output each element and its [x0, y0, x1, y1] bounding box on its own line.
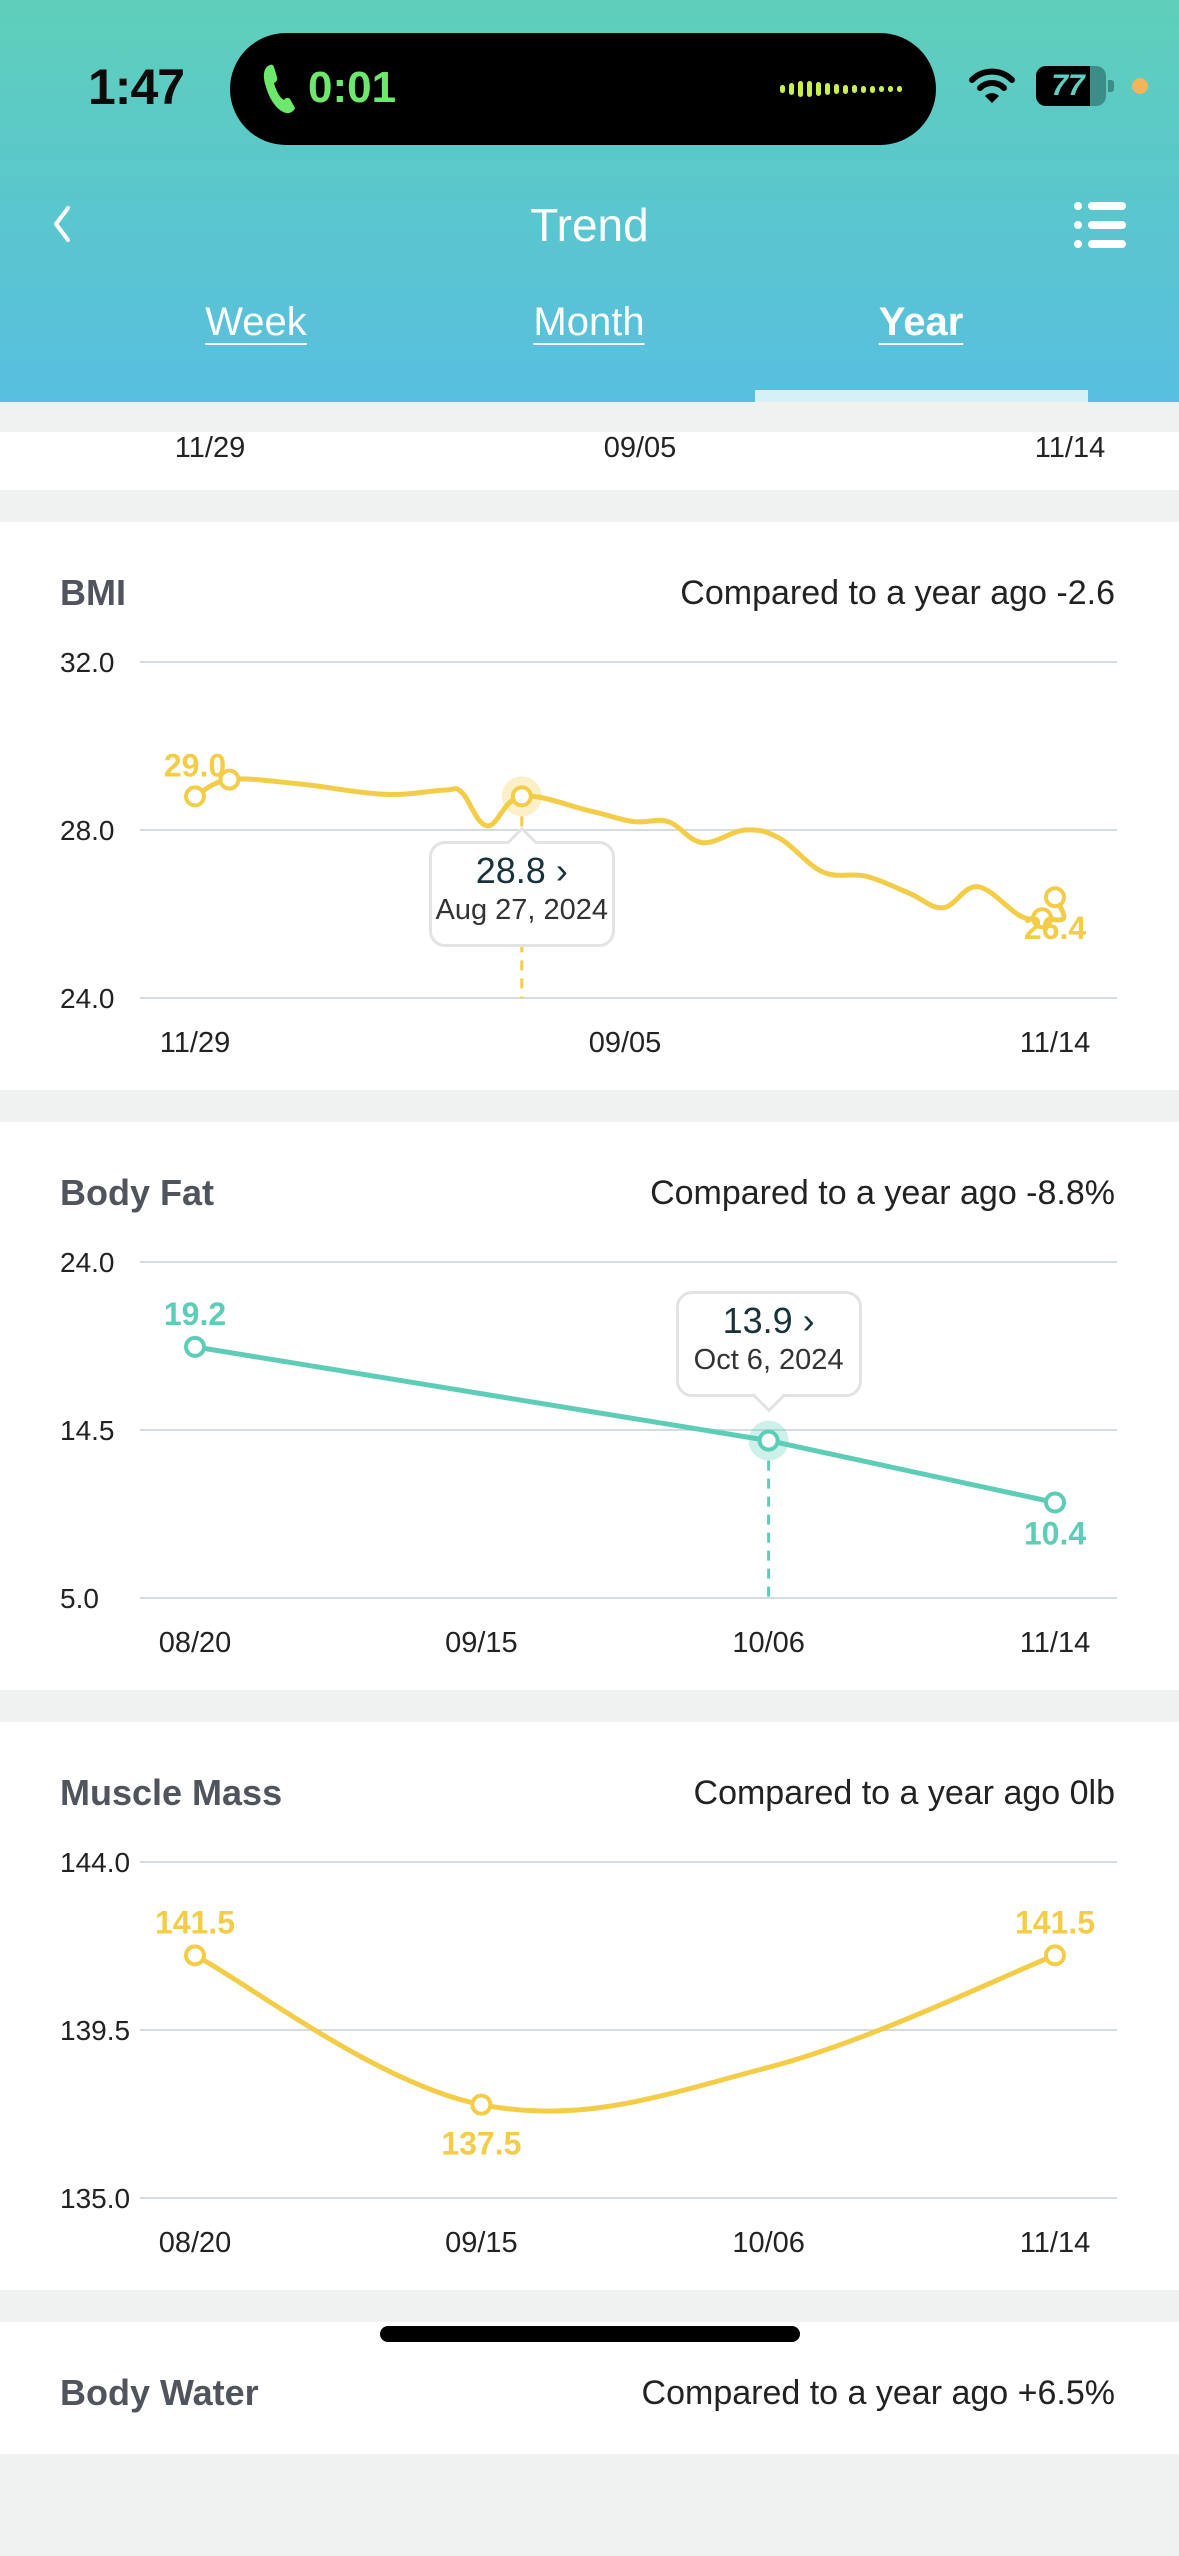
x-axis-label: 09/05: [603, 432, 677, 464]
compare-text: Compared to a year ago -2.6: [680, 574, 1115, 612]
tooltip-value: 13.9 ›: [722, 1299, 815, 1341]
data-point-marker: [184, 785, 206, 808]
series-line: [192, 1344, 1058, 1506]
call-duration: 0:01: [308, 63, 397, 112]
x-axis-label: 11/14: [1034, 432, 1106, 464]
series-line: [192, 776, 1067, 923]
y-axis-label: 24.0: [60, 1247, 115, 1278]
bmi-chart[interactable]: 32.0 28.0 24.0 11/29 09/05 11/14 29.0 26.4: [0, 522, 1179, 1090]
home-indicator[interactable]: [380, 2326, 800, 2342]
header: 1:47 0:01 77 Trend: [0, 0, 1179, 402]
tooltip-date: Aug 27, 2024: [435, 894, 609, 927]
card-title: BMI: [60, 572, 126, 613]
tab-week[interactable]: Week: [205, 300, 307, 344]
bmi-card[interactable]: BMI Compared to a year ago -2.6 32.0 28.0…: [0, 522, 1179, 1090]
battery-tip: [1108, 80, 1114, 92]
x-axis-label: 09/15: [445, 2227, 518, 2259]
list-menu-button[interactable]: [1070, 200, 1130, 250]
tooltip-date: Oct 6, 2024: [693, 1343, 844, 1376]
battery-icon: 77: [1036, 66, 1106, 106]
body-fat-tooltip[interactable]: 13.9 › Oct 6, 2024: [675, 1290, 862, 1413]
data-value-label: 26.4: [1024, 910, 1086, 946]
data-point-marker: [218, 768, 241, 791]
x-axis-label: 08/20: [159, 1627, 232, 1659]
audio-waveform-icon: [780, 81, 902, 97]
data-value-label: 141.5: [155, 1904, 235, 1940]
card-title: Body Fat: [60, 1172, 215, 1213]
x-axis-label: 11/29: [160, 1027, 230, 1059]
card-title: Body Water: [60, 2372, 259, 2413]
data-point-marker: [1031, 907, 1054, 930]
y-axis-label: 5.0: [60, 1583, 99, 1614]
series-line: [192, 1952, 1058, 2114]
body-fat-chart[interactable]: 24.0 14.5 5.0 08/20 09/15 10/06 11/14 19.2 10.4: [0, 1122, 1179, 1690]
data-point-marker: [184, 1944, 206, 1967]
chevron-right-icon: ›: [555, 850, 568, 892]
x-axis-label: 09/15: [445, 1627, 518, 1659]
battery-percent: 77: [1051, 69, 1085, 102]
data-point-marker: [757, 1429, 780, 1452]
data-point-marker: [1044, 886, 1066, 909]
x-axis-label: 11/29: [174, 432, 246, 464]
x-axis-label: 11/14: [1020, 1627, 1090, 1659]
y-axis-label: 28.0: [60, 815, 115, 846]
tab-month[interactable]: Month: [533, 300, 645, 344]
y-axis-label: 144.0: [60, 1847, 130, 1878]
active-tab-indicator: [755, 390, 1088, 402]
data-value-label: 29.0: [164, 747, 226, 783]
muscle-mass-chart[interactable]: 144.0 139.5 135.0 08/20 09/15 10/06 11/14 141.5…: [0, 1722, 1179, 2290]
x-axis-label: 08/20: [159, 2227, 232, 2259]
partial-chart-card: 11/29 09/05 11/14: [0, 432, 1179, 490]
data-point-marker: [1044, 1944, 1066, 1967]
muscle-mass-card[interactable]: Muscle Mass Compared to a year ago 0lb 1…: [0, 1722, 1179, 2290]
tab-year[interactable]: Year: [878, 300, 964, 344]
compare-text: Compared to a year ago +6.5%: [641, 2374, 1115, 2412]
compare-text: Compared to a year ago 0lb: [693, 1774, 1115, 1812]
period-tabs: Week Month Year: [0, 300, 1179, 370]
back-button[interactable]: [36, 196, 92, 252]
battery-level: [1036, 66, 1090, 106]
data-point-marker: [184, 1335, 206, 1358]
y-axis-label: 139.5: [60, 2015, 130, 2046]
data-value-label: 19.2: [164, 1296, 226, 1332]
x-axis-label: 11/14: [1020, 1027, 1090, 1059]
phone-icon: [263, 64, 295, 114]
x-axis-label: 10/06: [732, 1627, 805, 1659]
x-axis-label: 11/14: [1020, 2227, 1090, 2259]
data-value-label: 10.4: [1024, 1516, 1086, 1552]
y-axis-label: 32.0: [60, 647, 115, 678]
bmi-tooltip[interactable]: 28.8 › Aug 27, 2024: [428, 826, 615, 948]
body-fat-card[interactable]: Body Fat Compared to a year ago -8.8% 24…: [0, 1122, 1179, 1690]
y-axis-label: 135.0: [60, 2183, 130, 2214]
data-point-marker: [1044, 1491, 1066, 1514]
y-axis-label: 24.0: [60, 983, 115, 1014]
dynamic-island[interactable]: 0:01: [230, 33, 936, 145]
tooltip-value: 28.8 ›: [475, 850, 568, 892]
data-value-label: 141.5: [1015, 1904, 1095, 1940]
data-point-marker: [510, 785, 533, 808]
wifi-icon: [969, 68, 1015, 103]
body-water-card[interactable]: Body Water Compared to a year ago +6.5%: [0, 2322, 1179, 2454]
x-axis-label: 10/06: [732, 2227, 805, 2259]
page-title: Trend: [530, 199, 649, 251]
chevron-right-icon: ›: [802, 1299, 815, 1341]
status-time: 1:47: [88, 59, 185, 115]
privacy-indicator-dot: [1132, 78, 1148, 94]
data-value-label: 137.5: [441, 2126, 521, 2162]
compare-text: Compared to a year ago -8.8%: [650, 1174, 1115, 1212]
y-axis-label: 14.5: [60, 1415, 115, 1446]
card-title: Muscle Mass: [60, 1772, 283, 1813]
data-point-marker: [470, 2093, 493, 2116]
x-axis-label: 09/05: [589, 1027, 662, 1059]
